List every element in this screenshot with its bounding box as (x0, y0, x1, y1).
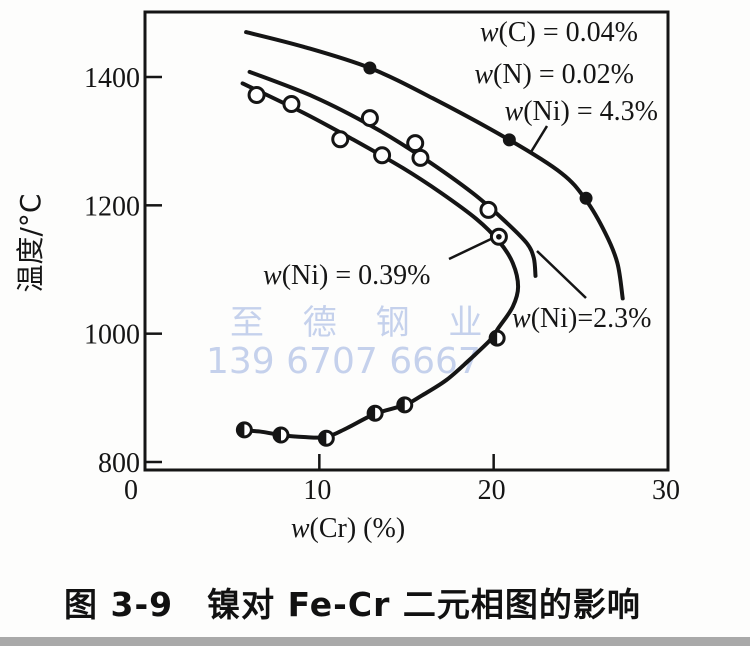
annotation-w-ni-0-39: w(Ni) = 0.39% (263, 260, 430, 291)
filled-circle-marker (502, 133, 516, 147)
y-tick-label: 1400 (84, 63, 140, 94)
open-circle-marker (282, 94, 301, 113)
filled-circle-marker (363, 61, 377, 75)
open-circle-marker (331, 130, 350, 149)
half-filled-circle-fill (237, 422, 245, 437)
watermark-line2: 139 6707 6667 (206, 341, 481, 382)
x-axis-title: w(Cr) (%) (291, 513, 405, 544)
half-filled-circle-fill (273, 428, 281, 443)
open-circle-marker (373, 146, 392, 165)
annotation-w-ni-4-3: w(Ni) = 4.3% (505, 96, 658, 127)
y-tick-label: 1200 (84, 191, 140, 222)
leader-line-ni-2-3 (536, 250, 587, 299)
open-circle-marker (360, 109, 379, 128)
curve-2 (244, 30, 625, 301)
x-tick-label: 10 (303, 475, 331, 506)
chart-canvas: 至 德 钢 业 139 6707 6667 800 1000 1200 1400 0 10… (14, 10, 680, 544)
leader-line-ni-0-39 (448, 237, 492, 261)
half-filled-circle-fill (397, 397, 405, 412)
figure-caption: 图 3-9 镍对 Fe-Cr 二元相图的影响 (64, 585, 641, 624)
axis-ticks (146, 75, 495, 469)
open-circle-marker (247, 85, 266, 104)
y-axis-title: 温度/°C (14, 194, 47, 293)
y-tick-label: 1000 (84, 320, 140, 351)
data-point-markers (235, 61, 593, 447)
axis-tick-labels: 800 1000 1200 1400 0 10 20 30 (84, 63, 680, 506)
open-circle-marker (479, 200, 498, 219)
page-edge-strip (0, 637, 750, 646)
half-filled-circle-fill (490, 331, 498, 346)
annotation-w-ni-2-3: w(Ni)=2.3% (512, 303, 651, 334)
plot-box (143, 10, 670, 472)
y-tick-label: 800 (98, 448, 140, 479)
open-circle-marker (411, 148, 430, 167)
curve-1 (247, 69, 538, 278)
filled-circle-marker (579, 191, 593, 205)
x-tick-label: 0 (124, 475, 138, 506)
annotation-w-n: w(N) = 0.02% (474, 59, 634, 90)
watermark-line1: 至 德 钢 业 (230, 303, 496, 343)
half-filled-circle-fill (319, 431, 327, 446)
half-filled-circle-fill (368, 406, 376, 421)
annotation-w-c: w(C) = 0.04% (480, 17, 638, 48)
leader-line-ni-4-3 (529, 125, 549, 153)
dotted-circle-center (496, 233, 502, 240)
x-tick-label: 30 (652, 475, 680, 506)
open-circle-marker (406, 134, 425, 153)
x-tick-label: 20 (478, 475, 506, 506)
